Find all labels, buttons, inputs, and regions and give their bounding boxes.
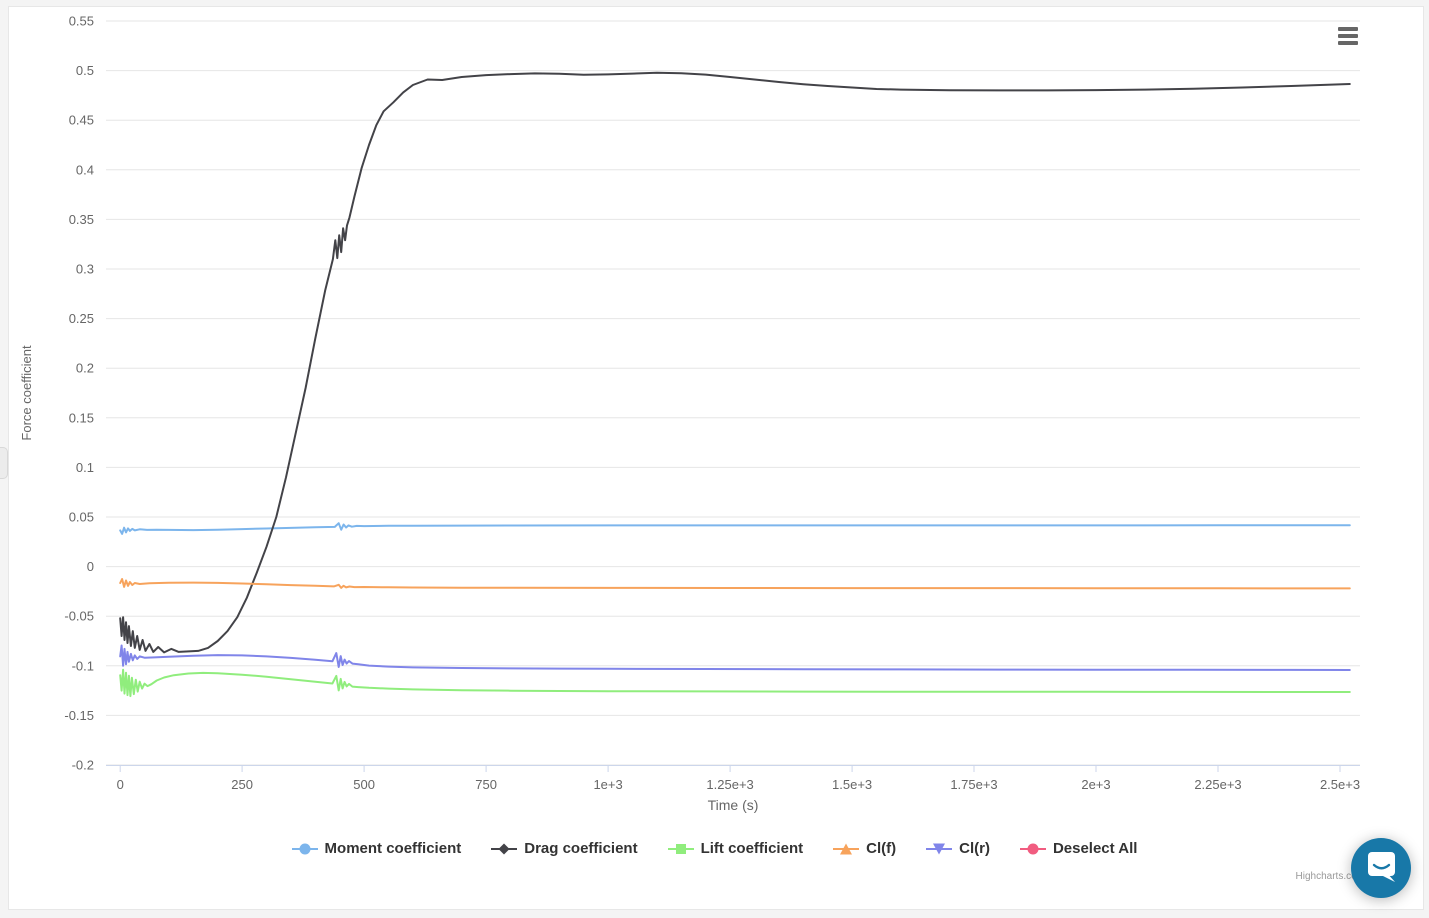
y-tick-label: 0.25 [69,311,94,326]
y-tick-label: 0.35 [69,212,94,227]
y-axis-title: Force coefficient [19,345,34,441]
legend-label: Drag coefficient [524,840,638,857]
legend-item-cl-r[interactable]: Cl(r) [926,840,990,857]
y-tick-label: -0.2 [72,758,94,773]
y-tick-label: 0.15 [69,410,94,425]
series-line-drag-coefficient [119,71,1351,654]
legend-item-deselect-all[interactable]: Deselect All [1019,840,1138,857]
series-line-cl-f [119,578,1351,590]
legend-item-drag-coefficient[interactable]: Drag coefficient [491,840,638,857]
y-tick-label: 0.2 [76,361,94,376]
y-tick-label: 0.55 [69,14,94,29]
highcharts-credit[interactable]: Highcharts.com [1295,871,1365,882]
triangle-down-marker-icon [926,843,953,854]
series-line-lift-coefficient [119,668,1351,698]
x-tick-label: 250 [231,777,253,792]
x-tick-label: 1e+3 [593,777,622,792]
y-tick-label: 0.3 [76,262,94,277]
x-tick-label: 2.5e+3 [1320,777,1360,792]
y-tick-label: 0.4 [76,162,94,177]
legend-item-lift-coefficient[interactable]: Lift coefficient [667,840,804,857]
chat-bubble-icon [1368,852,1395,882]
y-tick-label: -0.05 [64,609,94,624]
chat-launcher-button[interactable] [1351,838,1411,898]
y-tick-label: -0.1 [72,658,94,673]
legend-label: Deselect All [1052,840,1138,857]
legend-item-moment-coefficient[interactable]: Moment coefficient [291,840,462,857]
square-marker-icon [667,843,694,854]
legend-label: Cl(f) [866,840,897,857]
y-tick-label: 0.1 [76,460,94,475]
y-tick-label: 0.5 [76,63,94,78]
y-tick-label: 0 [87,559,94,574]
x-tick-label: 0 [117,777,124,792]
x-tick-label: 1.75e+3 [950,777,997,792]
x-axis-title: Time (s) [708,797,759,813]
x-tick-label: 500 [353,777,375,792]
circle-marker-icon [1019,843,1046,854]
x-tick-label: 750 [475,777,497,792]
chart-plot: Time (s) Force coefficient 0.55 0.5 0.45 0.… [19,14,1360,814]
chart-context-menu-button[interactable] [1336,24,1360,48]
x-tick-label: 2e+3 [1081,777,1110,792]
triangle-marker-icon [833,843,860,854]
series-line-cl-r [119,644,1351,671]
legend-item-cl-f[interactable]: Cl(f) [833,840,896,857]
circle-marker-icon [291,843,318,854]
side-panel-handle[interactable] [0,447,8,479]
x-tick-label: 1.25e+3 [706,777,753,792]
x-tick-label: 2.25e+3 [1194,777,1241,792]
y-tick-label: 0.05 [69,510,94,525]
x-tick-label: 1.5e+3 [832,777,872,792]
chart-container [8,6,1424,910]
chart-legend: Moment coefficient Drag coefficient Lift c… [0,840,1429,857]
series-line-moment-coefficient [119,522,1351,535]
diamond-marker-icon [491,843,518,854]
legend-label: Lift coefficient [700,840,804,857]
y-tick-label: -0.15 [64,708,94,723]
legend-label: Moment coefficient [324,840,462,857]
y-tick-label: 0.45 [69,113,94,128]
legend-label: Cl(r) [959,840,990,857]
